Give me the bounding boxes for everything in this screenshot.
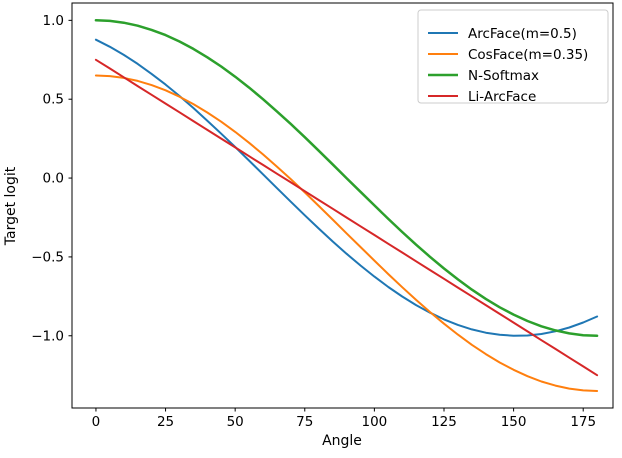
- x-tick-label: 0: [92, 414, 101, 430]
- series-line-cosface: [94, 74, 599, 392]
- y-tick-label: 0.0: [43, 171, 64, 187]
- x-axis-label: Angle: [322, 433, 362, 449]
- x-tick-label: 25: [157, 414, 174, 430]
- x-tick-label: 175: [570, 414, 596, 430]
- y-tick-label: 0.5: [43, 92, 64, 108]
- y-axis-label: Target logit: [3, 166, 19, 246]
- x-tick-label: 50: [227, 414, 244, 430]
- x-tick-label: 75: [296, 414, 313, 430]
- x-tick-label: 125: [431, 414, 457, 430]
- legend-label-nsoftmax: N-Softmax: [468, 68, 539, 84]
- legend-label-liarcface: Li-ArcFace: [468, 89, 536, 105]
- series-line-liarcface: [94, 58, 599, 377]
- y-tick-label: −1.0: [31, 328, 64, 344]
- y-tick-label: 1.0: [43, 13, 64, 29]
- legend-label-cosface: CosFace(m=0.35): [468, 47, 588, 63]
- series-line-nsoftmax: [94, 19, 599, 338]
- y-tick-label: −0.5: [31, 249, 64, 265]
- legend-label-arcface: ArcFace(m=0.5): [468, 26, 577, 42]
- x-tick-label: 150: [501, 414, 527, 430]
- x-tick-label: 100: [361, 414, 387, 430]
- legend-box: [417, 9, 609, 104]
- plot-area: 0 25 50 75 100 125 150 175 1.0 0.5 0.0 −0.5 −1.0 ArcF…: [31, 2, 614, 430]
